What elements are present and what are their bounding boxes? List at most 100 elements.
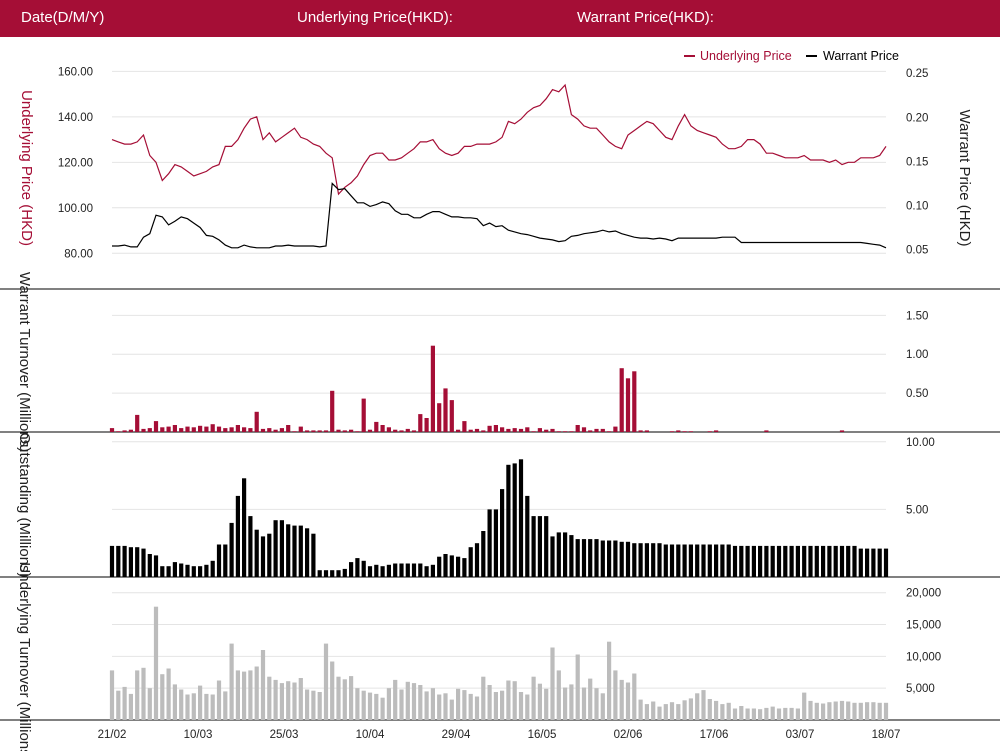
bar-outstanding — [751, 545, 756, 577]
bar-warrant-turnover — [581, 427, 587, 432]
bar-outstanding — [783, 545, 788, 577]
bar-outstanding — [418, 563, 423, 577]
bar-outstanding — [204, 564, 209, 577]
bar-warrant-turnover — [254, 411, 259, 432]
bar-outstanding — [160, 566, 165, 577]
bar-warrant-turnover — [342, 430, 347, 432]
bar-warrant-turnover — [349, 429, 354, 432]
bar-underlying-turnover — [311, 690, 316, 720]
bar-underlying-turnover — [758, 709, 763, 720]
bar-warrant-turnover — [374, 421, 379, 432]
x-tick-label: 16/05 — [528, 729, 557, 741]
bar-outstanding — [644, 543, 649, 577]
bar-outstanding — [688, 544, 693, 577]
bar-outstanding — [764, 545, 769, 577]
bar-underlying-turnover — [651, 701, 656, 720]
bar-warrant-turnover — [128, 429, 133, 432]
bar-underlying-turnover — [518, 692, 524, 720]
bar-underlying-turnover — [166, 668, 171, 720]
bar-outstanding — [355, 558, 360, 577]
bar-underlying-turnover — [223, 691, 228, 720]
bar-outstanding — [808, 545, 813, 577]
bar-outstanding — [361, 560, 366, 577]
y-tick-label-right: 0.20 — [906, 112, 928, 124]
bar-outstanding — [411, 563, 417, 577]
bar-warrant-turnover — [380, 425, 385, 432]
bar-underlying-turnover — [349, 676, 354, 720]
bar-outstanding — [550, 536, 555, 577]
bar-underlying-turnover — [323, 643, 329, 720]
bar-warrant-turnover — [688, 431, 693, 432]
bar-outstanding — [720, 544, 725, 577]
bar-warrant-turnover — [764, 430, 769, 432]
bar-underlying-turnover — [726, 702, 731, 720]
bar-outstanding — [563, 532, 568, 577]
bar-underlying-turnover — [229, 643, 234, 720]
bar-warrant-turnover — [298, 426, 303, 432]
bar-outstanding — [393, 563, 398, 577]
bar-warrant-turnover — [393, 429, 398, 432]
bar-warrant-turnover — [279, 428, 284, 432]
bar-outstanding — [424, 566, 429, 577]
bar-underlying-turnover — [657, 706, 662, 720]
bar-outstanding — [695, 544, 700, 577]
bar-warrant-turnover — [305, 430, 310, 432]
x-tick-label: 10/04 — [356, 729, 385, 741]
bar-warrant-turnover — [204, 426, 209, 432]
bar-outstanding — [122, 545, 127, 577]
legend: Underlying Price Warrant Price — [684, 49, 899, 63]
bar-warrant-turnover — [292, 431, 297, 432]
x-tick-label: 25/03 — [270, 729, 299, 741]
bar-underlying-turnover — [380, 697, 385, 720]
bar-warrant-turnover — [122, 430, 127, 432]
bar-underlying-turnover — [260, 650, 266, 720]
bar-outstanding — [852, 545, 857, 577]
bar-outstanding — [198, 566, 203, 577]
bar-outstanding — [311, 533, 316, 577]
legend-underlying-label: Underlying Price — [700, 49, 792, 63]
bar-outstanding — [701, 544, 706, 577]
bar-outstanding — [273, 520, 278, 577]
bar-underlying-turnover — [619, 679, 624, 720]
bar-underlying-turnover — [663, 704, 668, 720]
bar-underlying-turnover — [695, 693, 700, 720]
bar-warrant-turnover — [317, 430, 322, 432]
bar-outstanding — [707, 544, 712, 577]
bar-underlying-turnover — [739, 706, 744, 720]
bar-underlying-turnover — [600, 693, 605, 720]
y-axis-title-warrant-turnover: Warrant Turnover (Millions) — [16, 272, 33, 452]
bar-warrant-turnover — [707, 431, 712, 432]
bar-outstanding — [512, 463, 517, 577]
bar-underlying-turnover — [613, 670, 618, 720]
bar-underlying-turnover — [305, 689, 310, 720]
bar-warrant-turnover — [644, 430, 649, 432]
bar-outstanding — [544, 516, 549, 577]
bar-underlying-turnover — [172, 684, 177, 720]
bar-underlying-turnover — [607, 641, 612, 720]
bar-warrant-turnover — [367, 429, 373, 432]
bar-underlying-turnover — [361, 690, 366, 720]
bar-outstanding — [575, 539, 580, 577]
bar-warrant-turnover — [424, 418, 429, 432]
bar-warrant-turnover — [242, 427, 247, 432]
bar-outstanding — [638, 543, 643, 577]
bar-outstanding — [298, 525, 303, 577]
bar-outstanding — [619, 541, 624, 577]
bar-underlying-turnover — [355, 688, 360, 720]
bar-underlying-turnover — [883, 702, 889, 720]
bar-underlying-turnover — [374, 693, 379, 720]
series-line-warrant-price — [112, 182, 887, 249]
bar-outstanding — [462, 558, 467, 577]
bar-outstanding — [758, 545, 763, 577]
bar-underlying-turnover — [487, 685, 492, 720]
bar-outstanding — [279, 520, 284, 577]
bar-outstanding — [456, 556, 461, 577]
bar-underlying-turnover — [411, 683, 417, 720]
bar-outstanding — [745, 545, 750, 577]
bar-underlying-turnover — [481, 676, 486, 720]
bar-outstanding — [877, 548, 882, 577]
bar-outstanding — [468, 547, 473, 577]
bar-underlying-turnover — [298, 678, 303, 720]
bar-outstanding — [260, 536, 266, 577]
bar-underlying-turnover — [122, 686, 127, 720]
